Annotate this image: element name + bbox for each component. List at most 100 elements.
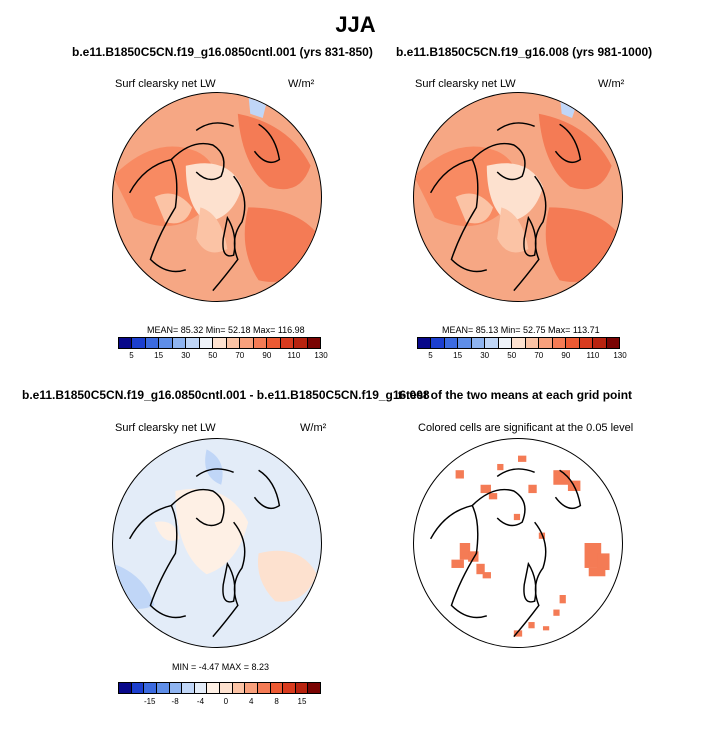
panel1-colorbar-swatch-5 xyxy=(186,338,200,348)
panel2-variable-label: Surf clearsky net LW xyxy=(415,78,516,90)
panel2-colorbar-tick-label: 70 xyxy=(534,351,544,360)
panel3-colorbar-swatch-0 xyxy=(119,683,132,693)
panel2-coastlines xyxy=(429,122,582,292)
panel1-colorbar-tick-label: 30 xyxy=(181,351,191,360)
panel2-colorbar-ticks: 5 15 30 50 70 90 110 130 xyxy=(417,351,626,363)
panel1-colorbar-tick-label: 5 xyxy=(129,351,134,360)
panel1-colorbar-swatch-0 xyxy=(119,338,133,348)
panel1-colorbar-tick-label: 110 xyxy=(287,351,301,360)
panel2-units: W/m² xyxy=(598,78,625,90)
panel1-colorbar-swatch-3 xyxy=(159,338,173,348)
panel4-map xyxy=(413,438,623,648)
panel2-colorbar-swatch-2 xyxy=(444,338,459,348)
panel2-colorbar-swatch-7 xyxy=(512,338,526,348)
panel1-coastlines xyxy=(128,122,281,292)
panel3-colorbar-tick-label: -15 xyxy=(143,697,156,706)
panel1-variable-label: Surf clearsky net LW xyxy=(115,78,216,90)
panel3-title: b.e11.B1850C5CN.f19_g16.0850cntl.001 - b… xyxy=(22,388,430,402)
panel1-colorbar-swatch-11 xyxy=(267,338,281,348)
panel2-colorbar-swatch-12 xyxy=(579,338,594,348)
panel2-field xyxy=(414,93,622,282)
panel1-colorbar-swatch-4 xyxy=(172,338,187,348)
panel1-colorbar-swatch-13 xyxy=(294,338,308,348)
panel1-stats: MEAN= 85.32 Min= 52.18 Max= 116.98 xyxy=(147,325,305,335)
panel3-variable-label: Surf clearsky net LW xyxy=(115,422,216,434)
panel3-colorbar-swatch-10 xyxy=(245,683,258,693)
panel3-colorbar-tick-label: -4 xyxy=(196,697,205,706)
panel3-colorbar-swatch-9 xyxy=(232,683,246,693)
panel2-colorbar-tick-label: 130 xyxy=(613,351,627,360)
panel2-colorbar-tick-label: 5 xyxy=(428,351,433,360)
panel3-map xyxy=(112,438,322,648)
panel3-colorbar-swatch-13 xyxy=(283,683,296,693)
panel2-colorbar-swatch-9 xyxy=(539,338,553,348)
panel2-colorbar-tick-label: 90 xyxy=(561,351,571,360)
panel2-colorbar-swatch-14 xyxy=(606,338,620,348)
panel3-colorbar-swatch-12 xyxy=(270,683,284,693)
panel3-colorbar-tick-label: -8 xyxy=(171,697,179,706)
panel2-colorbar-swatch-1 xyxy=(431,338,445,348)
panel1-field xyxy=(113,93,321,282)
panel1-colorbar-tick-label: 15 xyxy=(154,351,164,360)
panel3-colorbar-swatch-5 xyxy=(182,683,195,693)
panel3-stats: MIN = -4.47 MAX = 8.23 xyxy=(172,662,270,672)
panel3-colorbar-tick-label: 4 xyxy=(248,697,254,706)
panel2-colorbar-swatch-8 xyxy=(525,338,540,348)
panel1-colorbar-swatch-7 xyxy=(213,338,227,348)
panel3-colorbar-swatch-11 xyxy=(257,683,271,693)
panel3-colorbar-tick-label: 8 xyxy=(274,697,279,706)
panel1-colorbar-tick-label: 50 xyxy=(208,351,218,360)
panel3-colorbar-tick-label: 0 xyxy=(223,697,229,706)
panel2-colorbar-swatch-0 xyxy=(418,338,432,348)
panel2-colorbar-tick-label: 30 xyxy=(480,351,490,360)
panel1-colorbar-tick-label: 70 xyxy=(235,351,245,360)
panel2-colorbar-swatch-5 xyxy=(485,338,499,348)
panel3-colorbar-swatch-2 xyxy=(144,683,157,693)
panel3-coastlines xyxy=(128,468,281,638)
panel3-colorbar-tick-label: 15 xyxy=(297,697,307,706)
panel4-title: t-test of the two means at each grid poi… xyxy=(398,388,633,402)
panel3-colorbar-swatch-14 xyxy=(295,683,309,693)
figure-title: JJA xyxy=(335,12,376,37)
panel2-colorbar-swatch-10 xyxy=(552,338,567,348)
panel1-colorbar-swatch-12 xyxy=(280,338,295,348)
panel1-colorbar-swatch-2 xyxy=(145,338,160,348)
panel1-units: W/m² xyxy=(288,78,315,90)
panel2-colorbar-tick-label: 110 xyxy=(586,351,600,360)
panel1-colorbar-swatch-9 xyxy=(240,338,254,348)
panel1-title: b.e11.B1850C5CN.f19_g16.0850cntl.001 (yr… xyxy=(72,45,373,59)
panel1-colorbar-ticks: 5 15 30 50 70 90 110 130 xyxy=(118,351,327,363)
panel2-colorbar-tick-label: 50 xyxy=(507,351,517,360)
panel1-colorbar-tick-label: 90 xyxy=(262,351,272,360)
panel4-caption: Colored cells are significant at the 0.0… xyxy=(418,422,634,434)
panel2-colorbar-swatch-6 xyxy=(498,338,513,348)
panel3-colorbar-ticks: -15 -8 -4 0 4 8 15 xyxy=(118,697,321,709)
panel1-colorbar xyxy=(118,337,321,349)
panel2-title: b.e11.B1850C5CN.f19_g16.008 (yrs 981-100… xyxy=(396,45,653,59)
panel3-colorbar-swatch-7 xyxy=(207,683,220,693)
panel2-colorbar-tick-label: 15 xyxy=(453,351,463,360)
panel3-colorbar xyxy=(118,682,321,694)
panel1-colorbar-tick-label: 130 xyxy=(314,351,328,360)
panel1-colorbar-swatch-1 xyxy=(132,338,146,348)
panel2-colorbar-swatch-13 xyxy=(593,338,607,348)
panel1-colorbar-swatch-8 xyxy=(226,338,241,348)
panel1-colorbar-swatch-14 xyxy=(307,338,321,348)
panel3-colorbar-swatch-1 xyxy=(131,683,145,693)
panel4-coastlines xyxy=(429,468,582,638)
panel1-map xyxy=(112,92,322,302)
panel3-colorbar-swatch-4 xyxy=(169,683,183,693)
panel2-map xyxy=(413,92,623,302)
panel2-stats: MEAN= 85.13 Min= 52.75 Max= 113.71 xyxy=(442,325,600,335)
panel3-field xyxy=(113,449,317,609)
panel2-colorbar-swatch-11 xyxy=(566,338,580,348)
panel3-colorbar-swatch-6 xyxy=(194,683,208,693)
panel3-colorbar-swatch-8 xyxy=(220,683,233,693)
panel2-colorbar xyxy=(417,337,620,349)
panel1-colorbar-swatch-10 xyxy=(253,338,268,348)
panel2-colorbar-swatch-4 xyxy=(471,338,486,348)
panel3-colorbar-swatch-3 xyxy=(156,683,170,693)
panel3-units: W/m² xyxy=(300,422,327,434)
panel3-colorbar-swatch-15 xyxy=(308,683,320,693)
panel2-colorbar-swatch-3 xyxy=(458,338,472,348)
